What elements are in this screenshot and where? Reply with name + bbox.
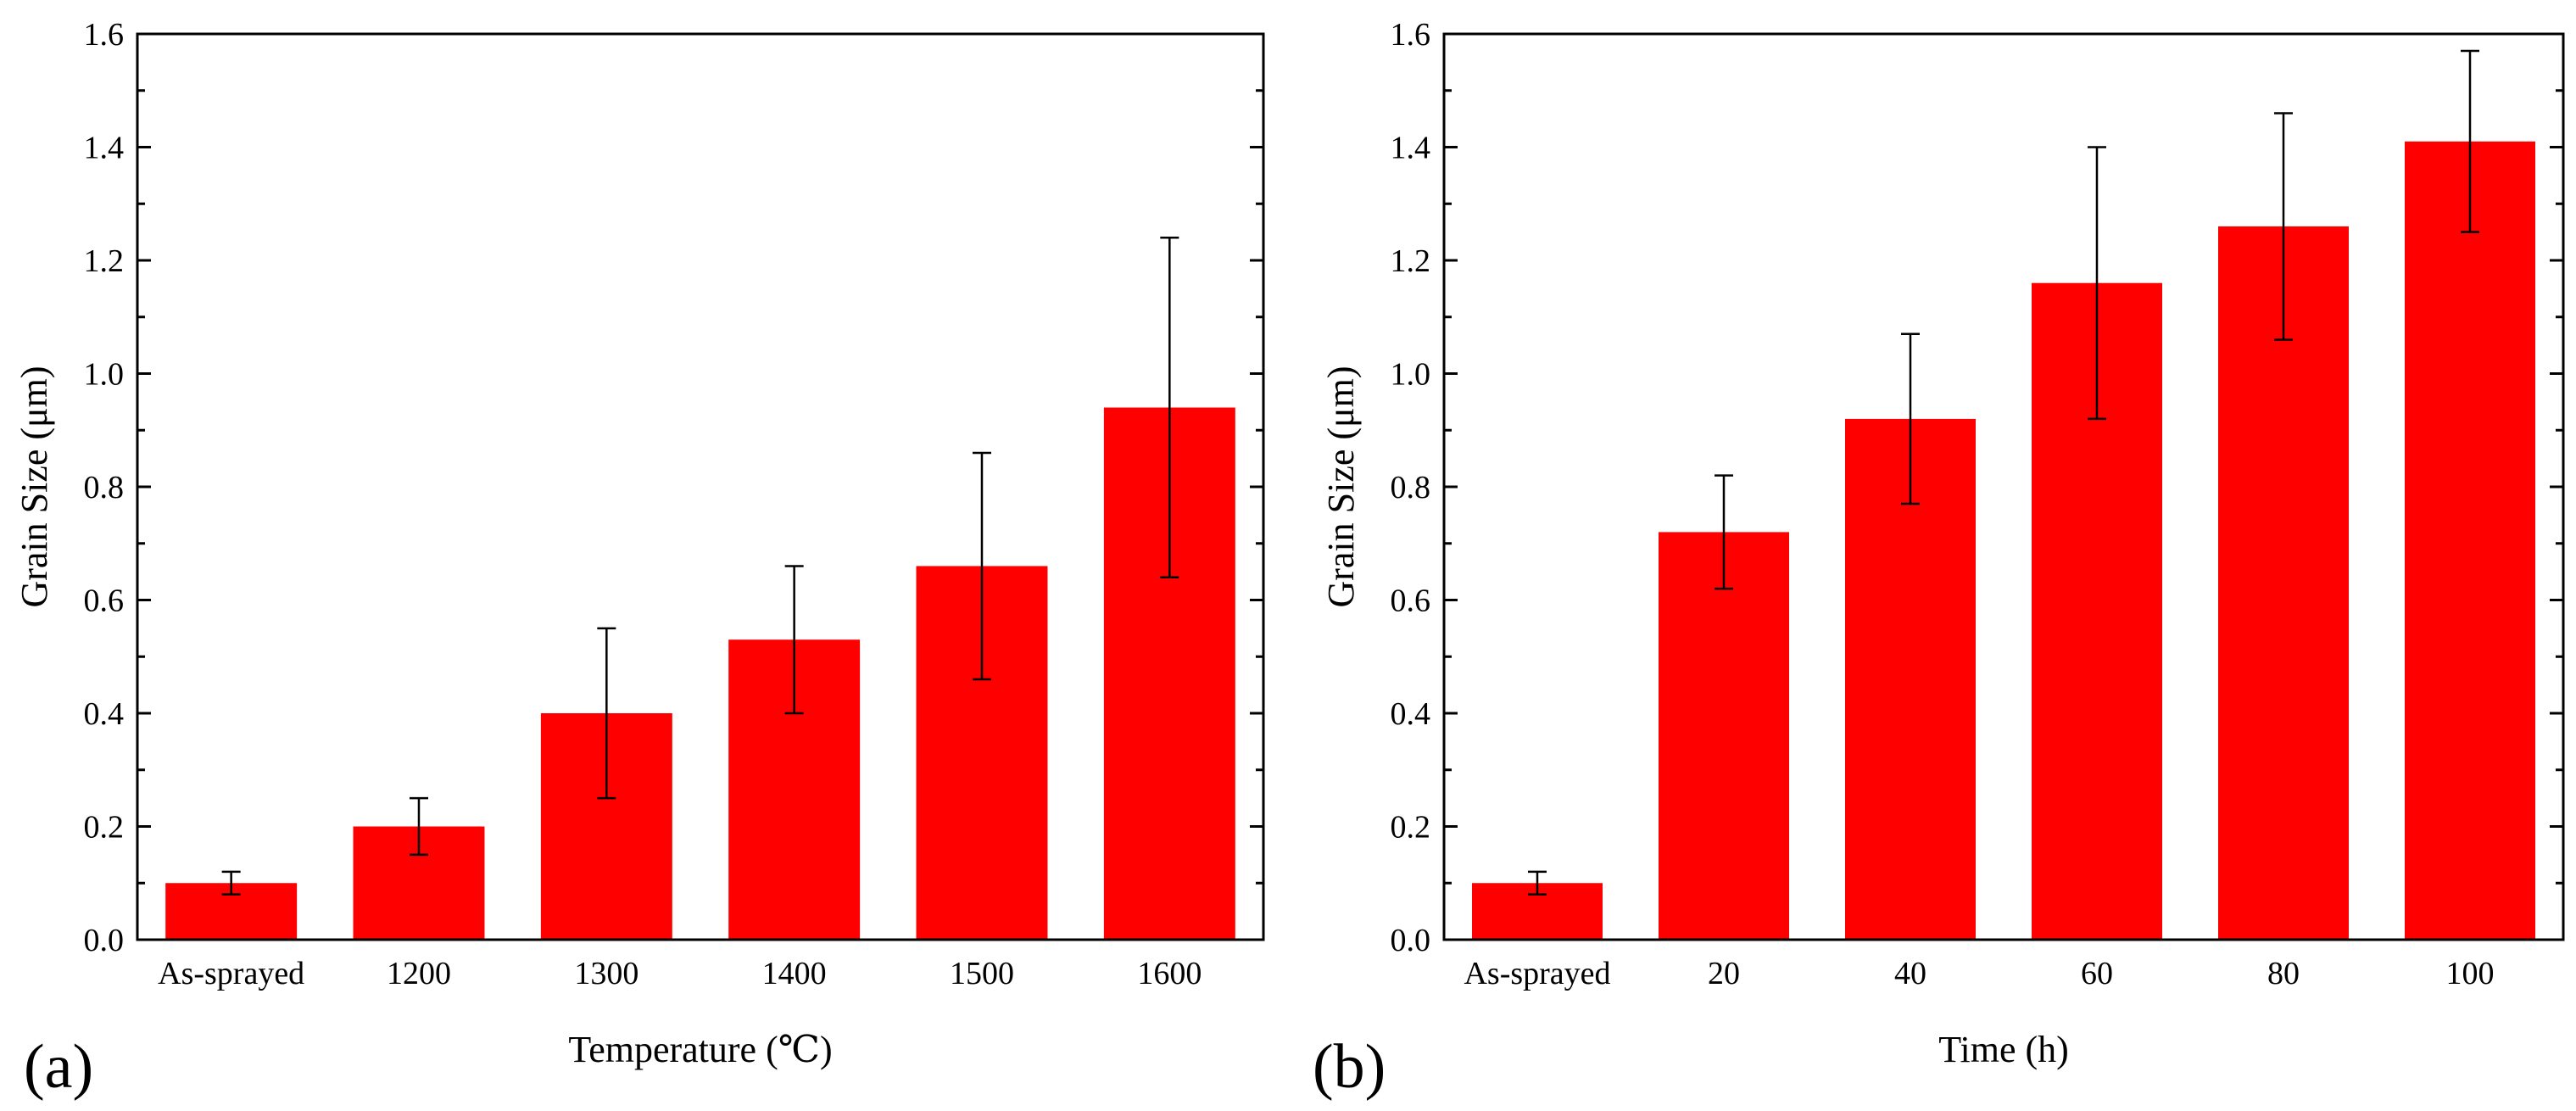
y-tick-label: 1.2	[84, 243, 125, 279]
x-tick-label: 1500	[950, 956, 1014, 991]
x-tick-label: 1300	[574, 956, 638, 991]
y-tick-label: 1.6	[84, 17, 125, 53]
x-tick-label: As-sprayed	[1464, 956, 1610, 991]
plot-frame	[1442, 32, 2565, 941]
x-tick-label: 1200	[387, 956, 451, 991]
y-tick-label: 1.0	[84, 357, 125, 393]
x-axis-title: Temperature (℃)	[568, 1029, 832, 1070]
bar-2	[1845, 418, 1976, 940]
y-axis-title: Grain Size (μm)	[14, 366, 55, 607]
y-tick-label: 1.2	[1391, 243, 1431, 279]
y-tick-label: 0.0	[1391, 923, 1431, 958]
y-tick-label: 0.2	[84, 810, 125, 846]
x-tick-label: 60	[2081, 956, 2113, 991]
x-tick-label: As-sprayed	[158, 956, 304, 991]
y-tick-label: 0.6	[84, 583, 125, 619]
y-tick-label: 0.2	[1391, 810, 1431, 846]
y-tick-label: 0.8	[1391, 470, 1431, 505]
x-tick-label: 1400	[762, 956, 827, 991]
x-axis-title: Time (h)	[1938, 1029, 2069, 1070]
bar-4	[2218, 226, 2349, 940]
y-tick-label: 0.0	[84, 923, 125, 958]
y-axis-title: Grain Size (μm)	[1320, 366, 1362, 607]
panel-label: (a)	[24, 1032, 93, 1102]
plot-frame	[136, 32, 1265, 941]
x-tick-label: 20	[1708, 956, 1740, 991]
y-tick-label: 1.4	[1391, 131, 1431, 166]
bar-1	[1659, 532, 1789, 940]
y-tick-label: 1.0	[1391, 357, 1431, 393]
y-tick-label: 0.4	[84, 696, 125, 732]
bar-5	[2405, 141, 2535, 940]
x-tick-label: 1600	[1137, 956, 1202, 991]
y-tick-label: 0.6	[1391, 583, 1431, 619]
x-tick-label: 100	[2446, 956, 2495, 991]
x-tick-label: 40	[1894, 956, 1926, 991]
chart-panel-a: 0.0 0.2 0.4 0.6 0.8 1.0 1.2 1.4 1.6 As-sprayed 120…	[14, 17, 1265, 1102]
y-tick-label: 1.4	[84, 131, 125, 166]
x-tick-label: 80	[2267, 956, 2300, 991]
y-tick-label: 0.4	[1391, 696, 1431, 732]
y-tick-label: 1.6	[1391, 17, 1431, 53]
chart-panel-b: 0.0 0.2 0.4 0.6 0.8 1.0 1.2 1.4 1.6 As-sprayed 20 4…	[1313, 17, 2565, 1102]
panel-label: (b)	[1313, 1032, 1386, 1102]
y-tick-label: 0.8	[84, 470, 125, 505]
